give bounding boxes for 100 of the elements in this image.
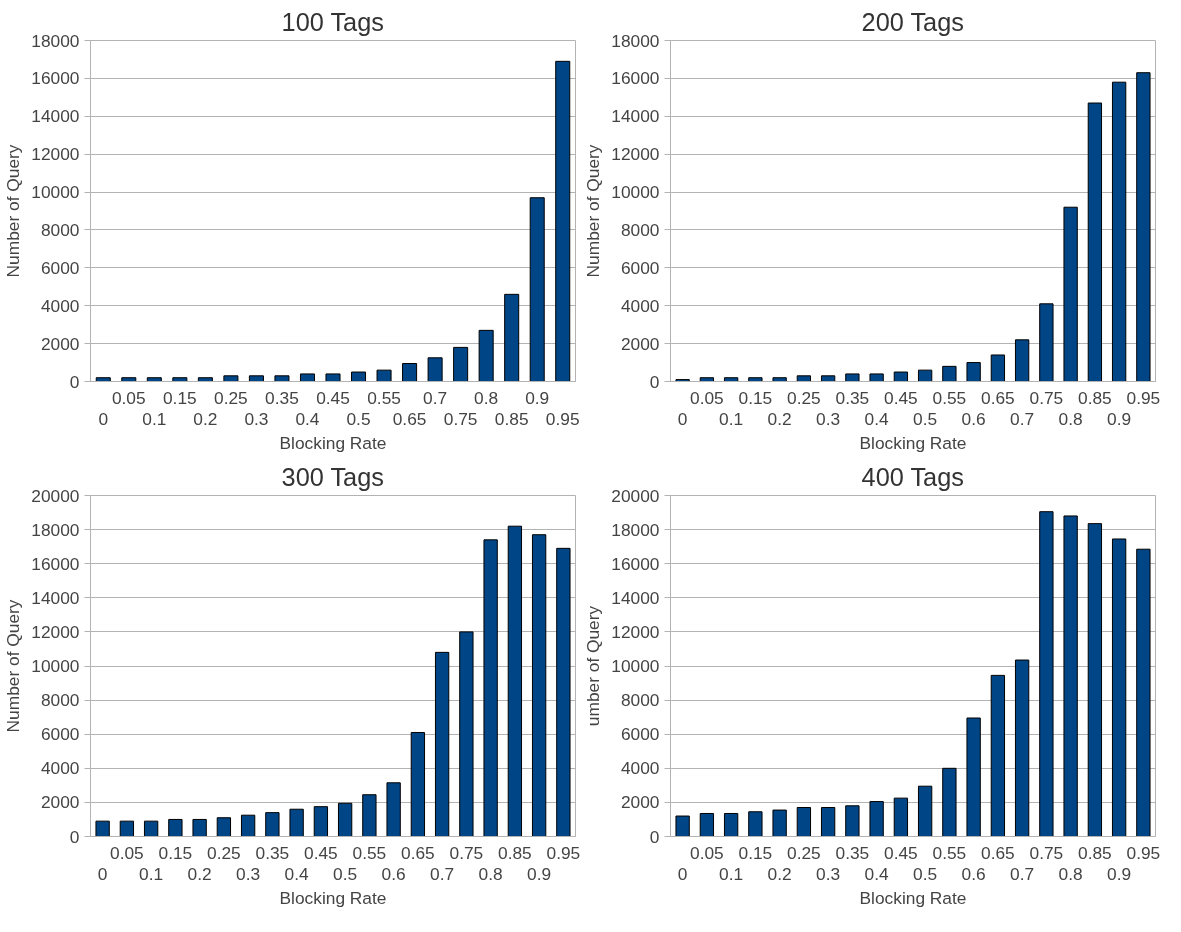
x-tick-label: 0.25 bbox=[787, 387, 821, 408]
x-tick-label: 0 bbox=[677, 408, 688, 429]
y-tick-label: 2000 bbox=[620, 333, 660, 354]
x-tick-label: 0.2 bbox=[767, 408, 792, 429]
x-tick-label: 0.95 bbox=[545, 408, 580, 429]
y-axis-title: umber of Query bbox=[583, 605, 604, 727]
x-tick-label: 0.7 bbox=[430, 863, 455, 884]
x-tick-label: 0.3 bbox=[236, 863, 261, 884]
x-tick-label: 0.35 bbox=[835, 387, 870, 408]
x-axis-title: Blocking Rate bbox=[859, 432, 967, 453]
y-tick-label: 10000 bbox=[611, 656, 660, 676]
x-tick-label: 0.05 bbox=[110, 842, 144, 863]
x-tick-label: 0.2 bbox=[193, 408, 218, 429]
y-tick-label: 12000 bbox=[31, 621, 80, 642]
x-tick-label: 0.95 bbox=[546, 842, 581, 863]
y-tick-label: 20000 bbox=[31, 485, 80, 506]
y-tick-label: 4000 bbox=[620, 295, 660, 316]
y-tick-label: 12000 bbox=[611, 621, 660, 642]
x-tick-label: 0.55 bbox=[367, 387, 401, 408]
x-tick-label: 0.15 bbox=[738, 387, 773, 408]
y-tick-label: 6000 bbox=[40, 257, 80, 278]
y-tick-label: 6000 bbox=[40, 724, 80, 745]
y-axis-title: Number of Query bbox=[583, 144, 604, 278]
x-tick-label: 0.25 bbox=[207, 842, 241, 863]
x-tick-label: 0.5 bbox=[913, 408, 938, 429]
x-tick-label: 0.3 bbox=[816, 863, 841, 884]
x-tick-label: 0.35 bbox=[255, 842, 290, 863]
x-tick-label: 0 bbox=[677, 863, 688, 884]
y-tick-label: 0 bbox=[649, 371, 660, 392]
x-tick-label: 0.7 bbox=[1010, 863, 1035, 884]
y-tick-label: 8000 bbox=[620, 690, 660, 711]
x-tick-label: 0.45 bbox=[316, 387, 350, 408]
chart-title: 100 Tags bbox=[281, 7, 384, 36]
x-tick-label: 0.35 bbox=[265, 387, 299, 408]
x-tick-label: 0.9 bbox=[1107, 408, 1132, 429]
x-tick-label: 0.45 bbox=[884, 842, 918, 863]
x-tick-label: 0.85 bbox=[498, 842, 532, 863]
x-tick-label: 0.9 bbox=[527, 863, 552, 884]
x-tick-label: 0.5 bbox=[346, 408, 371, 429]
y-tick-label: 0 bbox=[69, 826, 80, 847]
x-tick-label: 0.8 bbox=[1058, 863, 1083, 884]
x-tick-label: 0 bbox=[97, 863, 108, 884]
y-tick-label: 2000 bbox=[620, 792, 660, 813]
x-tick-label: 0.55 bbox=[932, 387, 967, 408]
y-tick-label: 14000 bbox=[31, 587, 80, 608]
x-tick-label: 0.85 bbox=[1078, 387, 1112, 408]
y-tick-label: 8000 bbox=[620, 219, 660, 240]
y-tick-label: 6000 bbox=[620, 257, 660, 278]
y-tick-label: 16000 bbox=[611, 553, 660, 574]
y-tick-label: 2000 bbox=[40, 333, 80, 354]
x-tick-label: 0.8 bbox=[478, 863, 503, 884]
x-tick-label: 0.05 bbox=[690, 842, 724, 863]
x-tick-label: 0.25 bbox=[214, 387, 248, 408]
x-tick-label: 0.65 bbox=[981, 387, 1015, 408]
x-tick-label: 0.5 bbox=[333, 863, 358, 884]
y-tick-label: 12000 bbox=[611, 144, 660, 165]
y-tick-label: 14000 bbox=[611, 587, 660, 608]
y-tick-label: 20000 bbox=[611, 485, 660, 506]
x-tick-label: 0.8 bbox=[1058, 408, 1083, 429]
x-tick-label: 0.4 bbox=[295, 408, 320, 429]
x-tick-label: 0.8 bbox=[474, 387, 499, 408]
x-tick-label: 0.95 bbox=[1126, 842, 1161, 863]
x-tick-label: 0.75 bbox=[1029, 387, 1064, 408]
x-tick-label: 0.85 bbox=[494, 408, 529, 429]
y-tick-label: 16000 bbox=[31, 68, 80, 89]
x-tick-label: 0.95 bbox=[1126, 387, 1161, 408]
x-tick-label: 0.9 bbox=[1107, 863, 1132, 884]
y-tick-label: 10000 bbox=[31, 182, 80, 203]
x-tick-label: 0.65 bbox=[392, 408, 427, 429]
x-tick-label: 0.2 bbox=[187, 863, 212, 884]
y-tick-label: 14000 bbox=[31, 106, 80, 127]
x-tick-label: 0.55 bbox=[352, 842, 387, 863]
x-tick-label: 0.15 bbox=[738, 842, 773, 863]
y-tick-label: 10000 bbox=[31, 656, 80, 676]
x-tick-label: 0.1 bbox=[139, 863, 164, 884]
x-tick-label: 0.1 bbox=[719, 863, 744, 884]
x-tick-label: 0.65 bbox=[981, 842, 1015, 863]
x-tick-label: 0.6 bbox=[961, 408, 986, 429]
chart-title: 300 Tags bbox=[281, 462, 384, 491]
y-tick-label: 8000 bbox=[40, 690, 80, 711]
x-tick-label: 0.15 bbox=[158, 842, 193, 863]
x-tick-label: 0.5 bbox=[913, 863, 938, 884]
x-tick-label: 0.3 bbox=[244, 408, 269, 429]
x-tick-label: 0.35 bbox=[835, 842, 870, 863]
x-axis-title: Blocking Rate bbox=[859, 887, 967, 908]
x-tick-label: 0.4 bbox=[284, 863, 310, 884]
y-tick-label: 4000 bbox=[620, 758, 660, 779]
y-tick-label: 18000 bbox=[611, 30, 660, 51]
x-tick-label: 0.1 bbox=[142, 408, 167, 429]
x-tick-label: 0.75 bbox=[1029, 842, 1064, 863]
chart-title: 200 Tags bbox=[861, 7, 964, 36]
y-tick-label: 14000 bbox=[611, 106, 660, 127]
x-axis-title: Blocking Rate bbox=[279, 887, 387, 908]
y-tick-label: 16000 bbox=[31, 553, 80, 574]
y-axis-title: Number of Query bbox=[3, 144, 24, 278]
x-axis-title: Blocking Rate bbox=[279, 432, 387, 453]
y-tick-label: 18000 bbox=[31, 30, 80, 51]
x-tick-label: 0.65 bbox=[401, 842, 435, 863]
x-tick-label: 0.4 bbox=[864, 863, 890, 884]
chart-title: 400 Tags bbox=[861, 462, 964, 491]
